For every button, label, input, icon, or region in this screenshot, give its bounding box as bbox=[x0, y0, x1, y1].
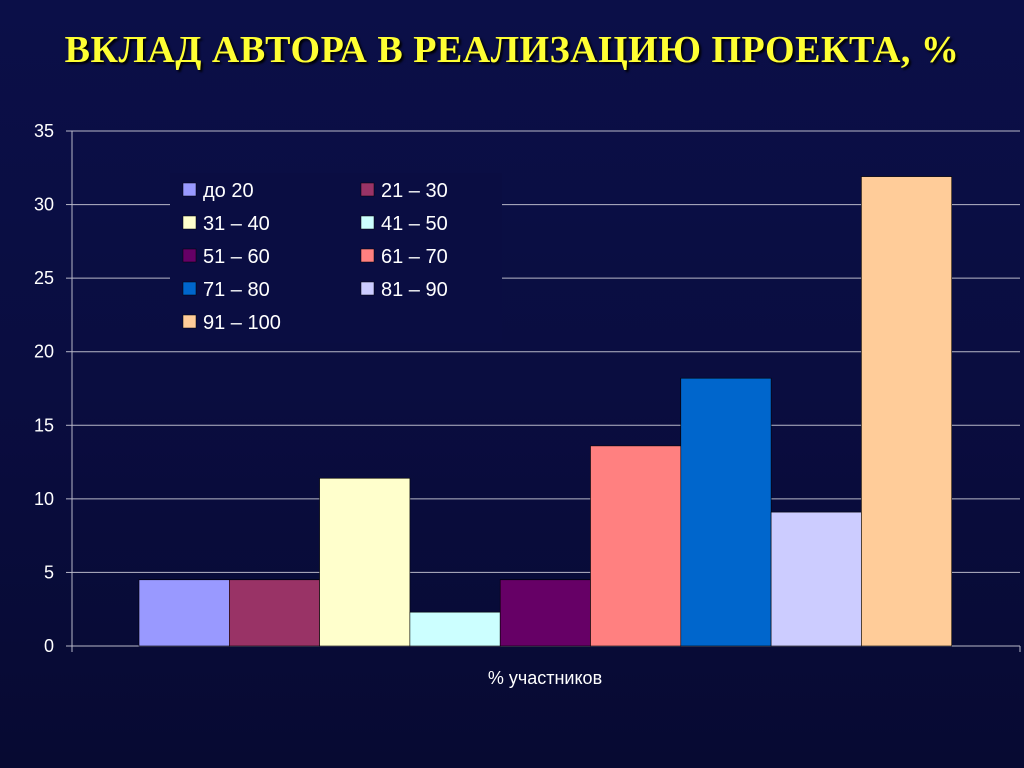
legend-background bbox=[170, 173, 502, 343]
bar-51-60 bbox=[499, 579, 591, 647]
legend-swatch bbox=[360, 215, 375, 230]
legend-swatch bbox=[182, 314, 197, 329]
legend: до 20 21 – 30 31 – 40 41 – 50 51 – 60 61 – 70… bbox=[170, 173, 502, 343]
y-tick-label: 35 bbox=[34, 121, 54, 141]
legend-swatch bbox=[360, 281, 375, 296]
legend-swatch bbox=[182, 248, 197, 263]
legend-label: 91 – 100 bbox=[203, 312, 281, 334]
y-tick-label: 30 bbox=[34, 195, 54, 215]
bar-21-30 bbox=[229, 579, 320, 647]
legend-label: 51 – 60 bbox=[203, 246, 270, 268]
legend-swatch bbox=[360, 182, 375, 197]
bars bbox=[138, 176, 953, 647]
bar-41-50 bbox=[409, 611, 501, 647]
legend-label: 41 – 50 bbox=[381, 213, 448, 235]
bar-31-40 bbox=[319, 477, 411, 647]
legend-label: 21 – 30 bbox=[381, 180, 448, 202]
bar-61-70 bbox=[590, 445, 682, 647]
y-tick-label: 5 bbox=[44, 562, 54, 582]
y-tick-label: 20 bbox=[34, 342, 54, 362]
legend-label: 81 – 90 bbox=[381, 279, 448, 301]
x-axis-title: % участников bbox=[488, 668, 602, 688]
bar-91-100 bbox=[861, 176, 953, 647]
legend-swatch bbox=[182, 215, 197, 230]
legend-swatch bbox=[182, 281, 197, 296]
legend-swatch bbox=[360, 248, 375, 263]
legend-label: до 20 bbox=[203, 180, 254, 202]
bar-до-20 bbox=[138, 579, 230, 647]
legend-label: 31 – 40 bbox=[203, 213, 270, 235]
legend-swatch bbox=[182, 182, 197, 197]
bar-71-80 bbox=[680, 377, 772, 647]
y-tick-label: 0 bbox=[44, 636, 54, 656]
y-tick-label: 10 bbox=[34, 489, 54, 509]
y-tick-label: 15 bbox=[34, 415, 54, 435]
bar-81-90 bbox=[770, 511, 862, 647]
y-tick-label: 25 bbox=[34, 268, 54, 288]
legend-label: 71 – 80 bbox=[203, 279, 270, 301]
slide-title: ВКЛАД АВТОРА В РЕАЛИЗАЦИЮ ПРОЕКТА, % bbox=[64, 29, 960, 71]
legend-label: 61 – 70 bbox=[381, 246, 448, 268]
